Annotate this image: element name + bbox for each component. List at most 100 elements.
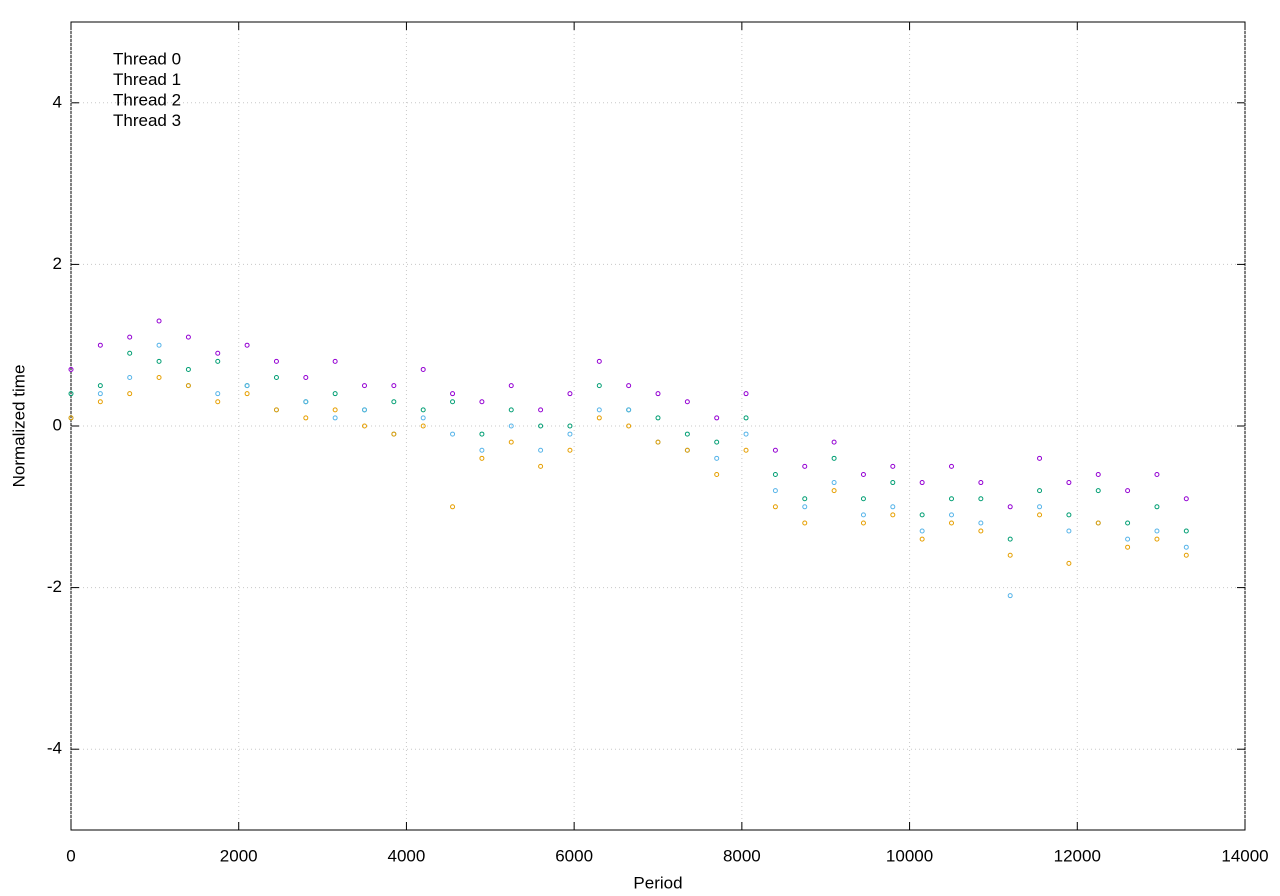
- point: [1037, 512, 1043, 518]
- point: [802, 504, 808, 510]
- point: [596, 358, 602, 364]
- point: [391, 383, 397, 389]
- y-tick-label: 2: [53, 254, 62, 273]
- point: [626, 423, 632, 429]
- point: [450, 431, 456, 437]
- point: [919, 536, 925, 542]
- point: [1125, 536, 1131, 542]
- point: [949, 496, 954, 502]
- point: [420, 407, 426, 413]
- y-tick-label: 4: [53, 92, 62, 111]
- point: [860, 496, 866, 502]
- point: [303, 415, 309, 421]
- point: [1183, 528, 1189, 534]
- point: [1007, 504, 1013, 510]
- point: [97, 391, 103, 397]
- point: [772, 504, 778, 510]
- point: [156, 375, 162, 381]
- point: [1037, 455, 1043, 461]
- point: [1066, 560, 1072, 566]
- point: [655, 415, 661, 421]
- point: [215, 399, 221, 405]
- point: [684, 447, 690, 453]
- point: [978, 528, 984, 534]
- point: [949, 512, 954, 518]
- x-tick-label: 14000: [1221, 846, 1268, 865]
- point: [978, 480, 984, 486]
- x-tick-label: 6000: [555, 846, 593, 865]
- point: [567, 447, 573, 453]
- x-tick-label: 10000: [886, 846, 933, 865]
- point: [97, 342, 103, 348]
- point: [919, 512, 925, 518]
- point: [68, 415, 74, 421]
- point: [1125, 544, 1131, 550]
- point: [626, 383, 632, 389]
- point: [332, 407, 338, 413]
- point: [391, 431, 397, 437]
- point: [244, 342, 250, 348]
- point: [215, 350, 221, 356]
- point: [420, 415, 426, 421]
- point: [508, 383, 514, 389]
- point: [156, 358, 162, 364]
- point: [538, 423, 544, 429]
- x-tick-label: 0: [66, 846, 75, 865]
- point: [772, 447, 778, 453]
- point: [244, 391, 250, 397]
- point: [156, 342, 162, 348]
- point: [684, 431, 690, 437]
- point: [244, 383, 250, 389]
- point: [802, 496, 808, 502]
- point: [420, 423, 426, 429]
- point: [890, 504, 896, 510]
- point: [420, 366, 426, 372]
- point: [684, 399, 690, 405]
- point: [714, 415, 720, 421]
- point: [273, 375, 279, 381]
- point: [1066, 512, 1072, 518]
- point: [1007, 593, 1013, 599]
- legend-label: Thread 2: [113, 90, 181, 109]
- point: [860, 471, 866, 477]
- point: [1154, 471, 1160, 477]
- point: [890, 463, 896, 469]
- point: [215, 358, 221, 364]
- point: [332, 358, 338, 364]
- point: [68, 366, 74, 372]
- point: [626, 407, 632, 413]
- point: [919, 528, 925, 534]
- y-tick-label: 0: [53, 415, 62, 434]
- point: [185, 334, 191, 340]
- point: [362, 423, 367, 429]
- point: [1095, 520, 1101, 526]
- point: [1154, 536, 1160, 542]
- point: [860, 512, 866, 518]
- point: [890, 512, 896, 518]
- point: [273, 358, 279, 364]
- point: [1125, 488, 1131, 494]
- point: [127, 334, 133, 340]
- point: [802, 520, 808, 526]
- point: [450, 399, 456, 405]
- point: [332, 415, 338, 421]
- point: [978, 496, 984, 502]
- x-tick-label: 8000: [723, 846, 761, 865]
- point: [1154, 528, 1160, 534]
- y-tick-label: -2: [47, 577, 62, 596]
- point: [332, 391, 338, 397]
- point: [714, 439, 720, 445]
- point: [479, 455, 485, 461]
- point: [596, 383, 602, 389]
- point: [538, 407, 544, 413]
- point: [508, 423, 514, 429]
- point: [772, 488, 778, 494]
- point: [508, 439, 514, 445]
- point: [714, 455, 720, 461]
- point: [215, 391, 221, 397]
- point: [538, 463, 544, 469]
- point: [860, 520, 866, 526]
- point: [1007, 552, 1013, 558]
